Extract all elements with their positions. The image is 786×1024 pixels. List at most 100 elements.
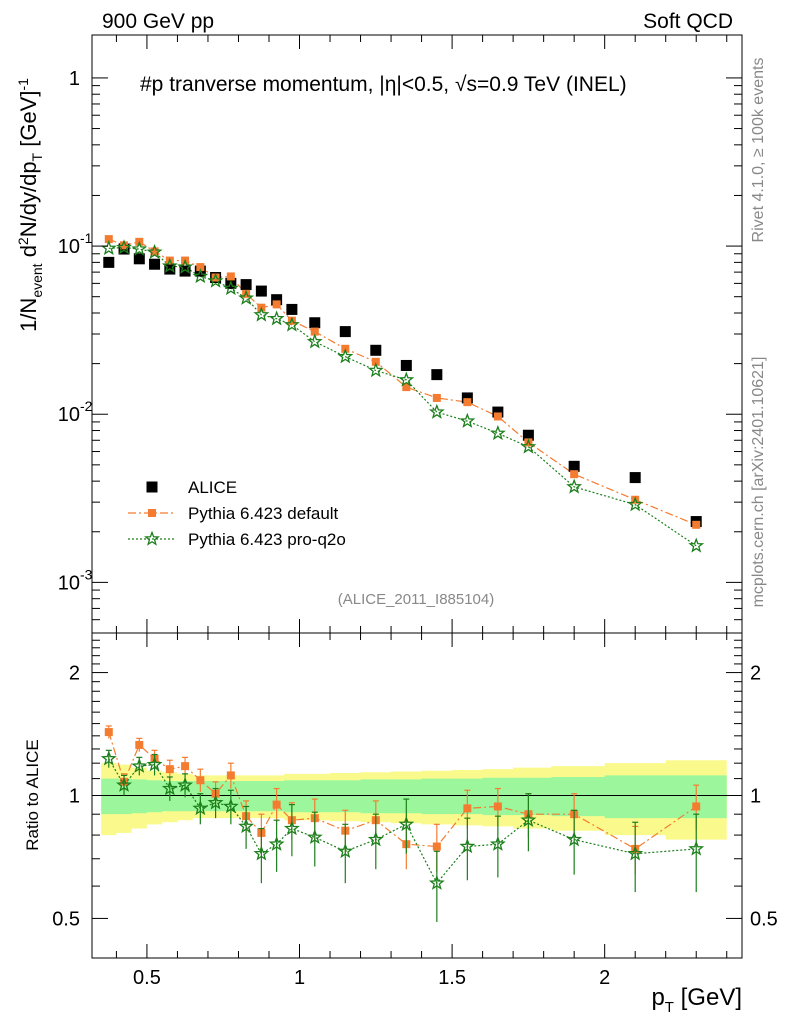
- title-sqrt: √: [455, 73, 467, 96]
- x-axis-label-p: p: [651, 984, 664, 1011]
- ratio-pythia-default-point: [196, 776, 205, 785]
- pythia-default-point: [196, 263, 205, 272]
- pythia-pro-q2o-point: [520, 438, 537, 454]
- main-data-layer: [100, 235, 705, 553]
- ratio-pythia-pro-q2o-line: [108, 758, 697, 885]
- header-collision: 900 GeV pp: [102, 10, 214, 33]
- y-tick-label-ratio: 2: [69, 663, 80, 685]
- pythia-default-point: [287, 316, 296, 325]
- ratio-axis-label: Ratio to ALICE: [23, 739, 42, 851]
- main-axes: 110-110-210-3: [58, 35, 742, 634]
- ratio-pythia-pro-q2o-point: [566, 831, 583, 847]
- ratio-pythia-default-point: [135, 740, 144, 749]
- x-tick-label: 1: [294, 967, 305, 989]
- ratio-pythia-pro-q2o-point: [131, 757, 148, 773]
- ratio-pythia-pro-q2o-point: [428, 874, 445, 890]
- pythia-pro-q2o-point: [367, 362, 384, 378]
- pythia-default-point: [272, 300, 281, 309]
- ratio-pythia-pro-q2o-point: [459, 838, 476, 854]
- legend-label: Pythia 6.423 pro-q2o: [188, 530, 346, 549]
- ratio-pythia-default-point: [463, 804, 472, 813]
- alice-data-point: [400, 359, 412, 371]
- ratio-pythia-pro-q2o-point: [306, 828, 323, 845]
- alice-data-point: [522, 429, 534, 441]
- alice-data-point: [271, 294, 283, 306]
- ratio-pythia-default-point: [692, 802, 701, 811]
- pythia-default-point: [432, 393, 441, 402]
- legend-label: ALICE: [188, 478, 237, 497]
- ratio-pythia-default-point: [493, 802, 502, 811]
- rivet-version-label: Rivet 4.1.0, ≥ 100k events: [750, 58, 767, 243]
- ratio-axes: 0.5 1 1.5 2 2 2 1 1 0.5 0.5: [52, 632, 778, 989]
- y-tick-label-main: 10: [58, 404, 80, 426]
- ratio-pythia-default-point: [165, 765, 174, 774]
- x-axis-label: pT [GeV]: [651, 984, 742, 1016]
- pythia-default-point: [493, 412, 502, 421]
- ratio-pythia-pro-q2o-point: [627, 845, 644, 861]
- pythia-pro-q2o-point: [428, 403, 445, 419]
- pythia-pro-q2o-point: [131, 240, 148, 256]
- title-energy: s=0.9 TeV (INEL): [467, 73, 627, 96]
- ratio-pythia-pro-q2o-point: [222, 798, 239, 814]
- pythia-default-point: [402, 383, 411, 392]
- ratio-pythia-pro-q2o-point: [489, 835, 506, 851]
- header-category: Soft QCD: [643, 10, 733, 33]
- pythia-default-point: [120, 241, 129, 250]
- ratio-pythia-pro-q2o-point: [398, 815, 415, 832]
- legend-marker: [144, 530, 160, 546]
- ratio-pythia-pro-q2o-point: [100, 750, 117, 766]
- ratio-plot-panel: 0.5 1 1.5 2 2 2 1 1 0.5 0.5 Ratio to ALICE: [23, 632, 778, 989]
- y-tick-label-ratio-right: 2: [750, 663, 761, 685]
- alice-data-point: [179, 265, 191, 277]
- alice-data-point: [339, 326, 351, 338]
- pythia-pro-q2o-point: [100, 239, 117, 256]
- x-tick-label: 1.5: [438, 967, 466, 989]
- pythia-pro-q2o-point: [283, 316, 300, 332]
- pythia-default-point: [570, 470, 579, 479]
- alice-data-point: [103, 256, 115, 268]
- ratio-pythia-pro-q2o-point: [238, 818, 255, 834]
- ratio-pythia-pro-q2o-point: [207, 794, 224, 810]
- pythia-pro-q2o-point: [116, 239, 132, 255]
- legend-marker: [148, 509, 156, 517]
- title-pbar: #p: [140, 73, 163, 96]
- pythia-pro-q2o-point: [627, 496, 644, 512]
- alice-data-point: [629, 472, 641, 484]
- pythia-default-point: [371, 357, 380, 366]
- alice-data-point: [149, 258, 161, 270]
- mcplots-label: mcplots.cern.ch [arXiv:2401.10621]: [750, 357, 767, 608]
- alice-data-point: [431, 369, 443, 381]
- pythia-pro-q2o-point: [177, 258, 194, 274]
- ratio-pythia-default-point: [226, 771, 235, 780]
- y-tick-label-ratio: 0.5: [52, 908, 80, 930]
- y-axis-label: 1/Nevent d2N/dy/dpT [GeV]-1: [15, 78, 45, 332]
- pythia-pro-q2o-point: [161, 257, 178, 273]
- pythia-default-point: [226, 272, 235, 281]
- ratio-pythia-pro-q2o-point: [177, 776, 194, 792]
- alice-data-point: [492, 406, 504, 418]
- y-tick-label-main: 10: [58, 572, 80, 594]
- y-tick-exponent: -1: [80, 230, 93, 246]
- ratio-plot-frame: [91, 632, 743, 959]
- alice-data-point: [568, 460, 580, 472]
- pythia-pro-q2o-point: [566, 478, 583, 494]
- pythia-pro-q2o-point: [398, 371, 415, 387]
- alice-data-point: [370, 344, 382, 356]
- pythia-default-point: [310, 327, 319, 336]
- ratio-pythia-pro-q2o-point: [146, 756, 163, 772]
- y-tick-label-ratio-right: 0.5: [750, 908, 778, 930]
- pythia-pro-q2o-point: [337, 348, 354, 364]
- ratio-pythia-default-point: [181, 762, 190, 771]
- ratio-pythia-default-point: [432, 842, 441, 851]
- pythia-pro-q2o-point: [146, 243, 163, 259]
- legend-marker: [146, 481, 158, 493]
- main-plot-panel: 110-110-210-3 #p tranverse momentum, |η|…: [15, 34, 743, 634]
- alice-data-point: [286, 303, 298, 315]
- ratio-uncertainty-band-inner: [101, 775, 727, 819]
- main-series-line: [108, 246, 697, 547]
- pythia-pro-q2o-point: [238, 289, 255, 305]
- alice-data-point: [133, 253, 145, 265]
- pythia-default-point: [104, 235, 113, 244]
- ratio-pythia-pro-q2o-point: [253, 845, 270, 861]
